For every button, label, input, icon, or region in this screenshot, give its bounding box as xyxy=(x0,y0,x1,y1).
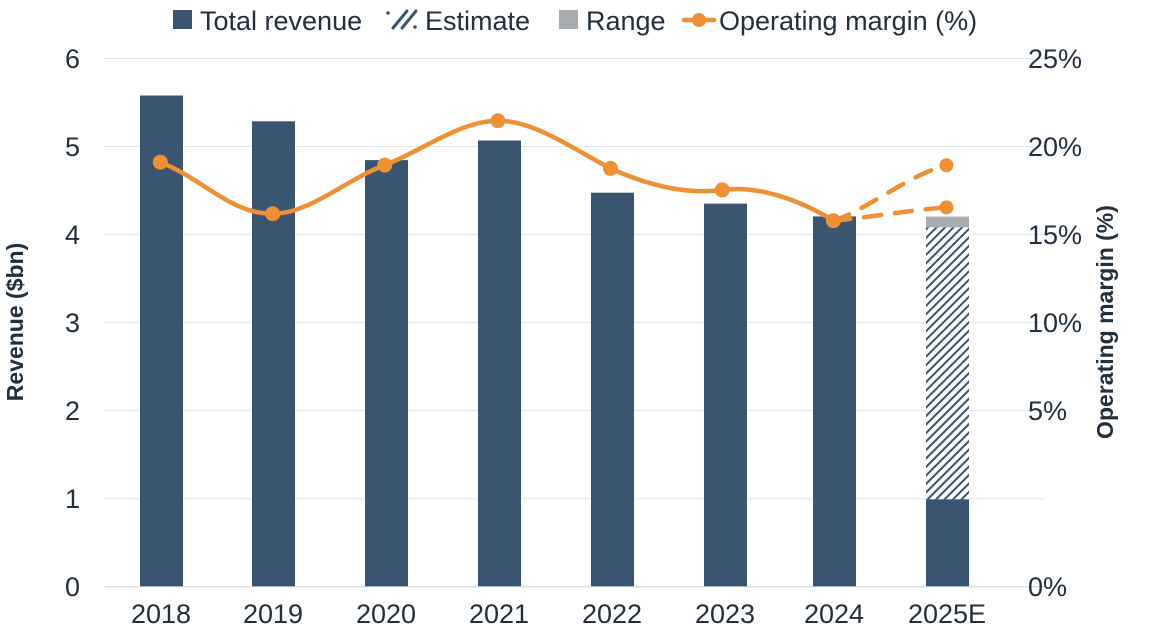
svg-text:1: 1 xyxy=(65,484,80,514)
svg-text:15%: 15% xyxy=(1028,220,1082,250)
svg-text:Operating margin (%): Operating margin (%) xyxy=(1092,205,1118,439)
svg-text:2025E: 2025E xyxy=(908,599,986,629)
svg-text:20%: 20% xyxy=(1028,132,1082,162)
svg-text:2023: 2023 xyxy=(695,599,755,629)
svg-text:2: 2 xyxy=(65,396,80,426)
svg-text:Total revenue: Total revenue xyxy=(200,6,362,36)
svg-text:5%: 5% xyxy=(1028,396,1067,426)
svg-text:2020: 2020 xyxy=(356,599,416,629)
svg-text:4: 4 xyxy=(65,220,80,250)
svg-text:Revenue ($bn): Revenue ($bn) xyxy=(2,243,28,401)
svg-text:6: 6 xyxy=(65,44,80,74)
svg-text:0%: 0% xyxy=(1028,572,1067,602)
svg-text:2019: 2019 xyxy=(243,599,303,629)
svg-text:3: 3 xyxy=(65,308,80,338)
svg-text:0: 0 xyxy=(65,572,80,602)
svg-text:Operating margin (%): Operating margin (%) xyxy=(719,6,977,36)
svg-text:10%: 10% xyxy=(1028,308,1082,338)
svg-text:2024: 2024 xyxy=(804,599,864,629)
svg-text:2021: 2021 xyxy=(469,599,529,629)
svg-text:Estimate: Estimate xyxy=(425,6,530,36)
svg-text:2022: 2022 xyxy=(582,599,642,629)
svg-text:Range: Range xyxy=(586,6,666,36)
svg-text:2018: 2018 xyxy=(131,599,191,629)
svg-text:25%: 25% xyxy=(1028,44,1082,74)
svg-text:5: 5 xyxy=(65,132,80,162)
